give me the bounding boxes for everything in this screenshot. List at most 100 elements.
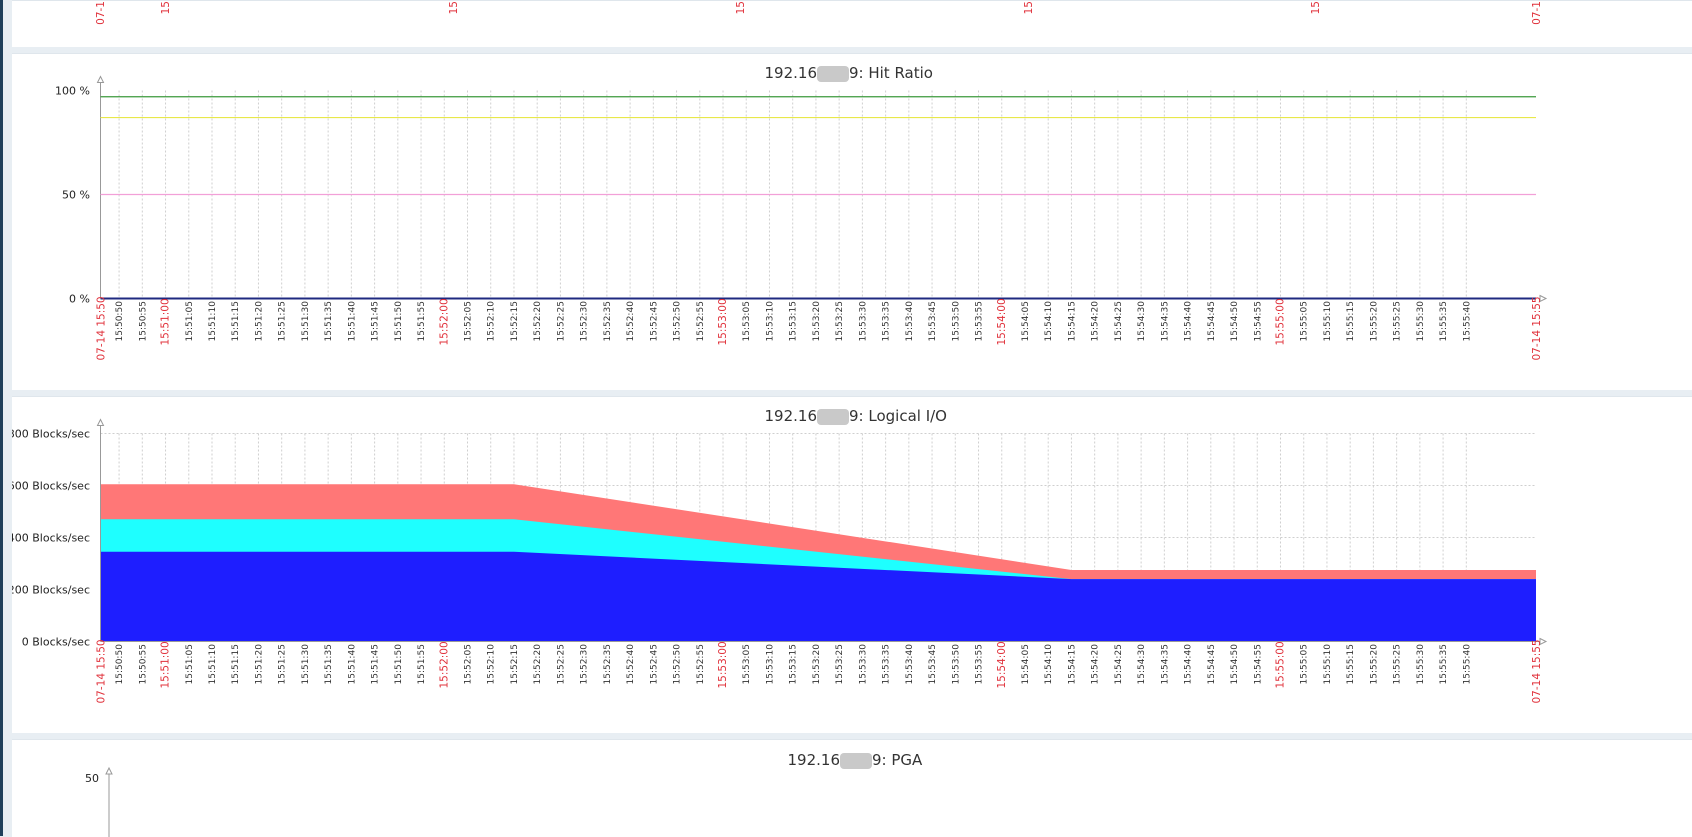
logical-io-graph: 192.16 9: Logical I/O 800 Blocks/sec 600 …	[12, 407, 1548, 704]
x-axis-tick-label: 15:54:20	[1091, 644, 1101, 685]
x-axis-tick-label: 15:54:30	[1137, 644, 1147, 685]
x-axis-tick-label: 15:50:50	[115, 301, 125, 342]
x-axis-tick-label: 15:51:50	[394, 301, 404, 342]
redacted-ip-blur	[817, 409, 849, 425]
x-axis-tick-label: 15:51:40	[347, 644, 357, 685]
x-axis-tick-label: 15:51:20	[254, 644, 264, 685]
pga-graph-panel: 192.16 9: PGA 50	[12, 739, 1692, 837]
x-axis-tick-label: 15:54:05	[1021, 301, 1031, 341]
x-axis-start-label: 07-14 15:50	[96, 296, 108, 360]
x-axis-tick-label: 15:54:25	[1114, 644, 1124, 684]
x-axis-tick-label: 15:53:15	[789, 301, 799, 341]
x-axis-tick-label: 15:52:25	[556, 301, 566, 341]
x-axis-tick-label: 15:53:20	[812, 301, 822, 342]
x-axis-tick-label: 15	[1023, 1, 1035, 14]
x-axis-tick-label: 15:53:55	[975, 644, 985, 684]
x-axis-tick-label: 15:52:35	[603, 644, 613, 684]
x-axis-tick-label: 15:55:10	[1323, 644, 1333, 685]
x-axis-tick-label: 15:52:50	[673, 301, 683, 342]
x-axis-tick-label: 15:51:30	[301, 644, 311, 685]
x-axis-tick-label: 15:55:05	[1300, 301, 1310, 341]
x-axis-tick-label: 15:53:35	[882, 301, 892, 341]
x-axis-arrow	[1539, 294, 1548, 303]
x-axis-tick-label: 15:54:10	[1044, 644, 1054, 685]
x-axis-tick-label: 15:50:55	[138, 644, 148, 684]
graph-title-suffix: 9: PGA	[872, 751, 923, 769]
x-axis-tick-label: 15:51:10	[208, 301, 218, 342]
x-axis-tick-label: 15:54:55	[1253, 301, 1263, 341]
x-axis-tick-label: 15:53:55	[975, 301, 985, 341]
x-axis-tick-label: 15:54:25	[1114, 301, 1124, 341]
x-axis-tick-label: 15:52:05	[464, 301, 474, 341]
x-axis-tick-label: 15:52:50	[673, 644, 683, 685]
y-axis-tick-label: 0 %	[69, 293, 90, 306]
y-axis-arrow	[96, 75, 105, 83]
x-axis-tick-label: 15:52:00	[438, 641, 450, 688]
x-axis-tick-label: 15:51:20	[254, 301, 264, 342]
x-axis-tick-label: 15:52:40	[626, 301, 636, 342]
x-axis-tick-label: 07-1	[95, 1, 107, 25]
x-axis-tick-label: 15	[1310, 1, 1322, 14]
x-axis-tick-label: 15:55:30	[1416, 301, 1426, 342]
x-axis-tick-label: 15:53:50	[951, 301, 961, 342]
graph-title-prefix: 192.16	[765, 407, 818, 425]
x-axis-tick-label: 15:52:30	[580, 301, 590, 342]
x-axis-tick-label: 15:52:20	[533, 644, 543, 685]
x-axis-tick-label: 15:51:15	[231, 301, 241, 341]
x-axis-tick-label: 15:54:50	[1230, 301, 1240, 342]
x-axis-tick-label: 15:52:10	[487, 644, 497, 685]
x-axis-tick-label: 15:51:35	[324, 301, 334, 341]
left-frame-edge	[0, 0, 3, 836]
x-axis-tick-label: 15:51:35	[324, 644, 334, 684]
x-axis-end-label: 07-14 15:55	[1531, 296, 1543, 360]
x-axis-tick-label: 15:52:20	[533, 301, 543, 342]
x-axis-tick-label: 15:53:10	[765, 644, 775, 685]
x-axis-tick-label: 15:53:00	[717, 298, 729, 345]
x-axis-tick-label: 15:51:25	[278, 644, 288, 684]
x-axis-tick-label: 15:54:20	[1091, 301, 1101, 342]
x-axis-end-label: 07-14 15:55	[1531, 639, 1543, 703]
area-series	[100, 551, 1536, 642]
x-axis-tick-label: 15:53:30	[858, 644, 868, 685]
partial-graph-panel-top: 07-1 15 15 15 15 15 07-1	[12, 0, 1692, 47]
x-axis-tick-label: 15:52:55	[696, 644, 706, 684]
x-axis-tick-label: 15:53:00	[717, 641, 729, 688]
x-axis-tick-label: 15:52:40	[626, 644, 636, 685]
x-axis-tick-label: 15:51:15	[231, 644, 241, 684]
x-axis-tick-label: 15:51:45	[371, 644, 381, 684]
x-axis-tick-label: 15:51:10	[208, 644, 218, 685]
x-axis-tick-label: 15:53:20	[812, 644, 822, 685]
x-axis-tick-label: 15:55:25	[1393, 301, 1403, 341]
y-axis-tick-label: 800 Blocks/sec	[12, 428, 90, 441]
logical-io-graph-panel: 192.16 9: Logical I/O 800 Blocks/sec 600 …	[12, 396, 1692, 733]
x-axis-tick-label: 15:52:00	[438, 298, 450, 345]
x-axis-tick-label: 15:55:10	[1323, 301, 1333, 342]
x-axis-start-label: 07-14 15:50	[96, 639, 108, 703]
x-axis-tick-label: 15:52:15	[510, 644, 520, 684]
x-axis-tick-label: 15:50:55	[138, 301, 148, 341]
x-axis-tick-label: 15:55:05	[1300, 644, 1310, 684]
x-axis-tick-label: 15:54:15	[1067, 301, 1077, 341]
x-axis-tick-label: 15	[448, 1, 460, 14]
x-axis-tick-label: 15:53:45	[928, 644, 938, 684]
x-axis-tick-label: 15:55:40	[1462, 301, 1472, 342]
x-axis-tick-label: 15:54:55	[1253, 644, 1263, 684]
x-axis-tick-label: 15:53:15	[789, 644, 799, 684]
y-axis-arrow	[105, 766, 113, 775]
x-axis-tick-label: 15:52:45	[649, 644, 659, 684]
y-axis-tick-label: 200 Blocks/sec	[12, 584, 90, 597]
x-axis-tick-label: 15:51:05	[185, 644, 195, 684]
x-axis-tick-label: 15:54:05	[1021, 644, 1031, 684]
x-axis-tick-label: 15:55:20	[1369, 301, 1379, 342]
x-axis-tick-label: 15:52:45	[649, 301, 659, 341]
x-axis-tick-label: 15:55:40	[1462, 644, 1472, 685]
redacted-ip-blur	[840, 753, 872, 769]
x-axis-tick-label: 15:53:35	[882, 644, 892, 684]
x-axis-tick-label: 15:53:05	[742, 301, 752, 341]
x-axis-tick-label: 15:55:00	[1274, 641, 1286, 688]
x-axis-tick-label: 15:52:15	[510, 301, 520, 341]
x-axis-tick-label: 15:51:05	[185, 301, 195, 341]
x-axis-tick-label: 15:54:10	[1044, 301, 1054, 342]
x-axis-tick-label: 15:53:05	[742, 644, 752, 684]
x-axis-tick-label: 15:55:35	[1439, 301, 1449, 341]
